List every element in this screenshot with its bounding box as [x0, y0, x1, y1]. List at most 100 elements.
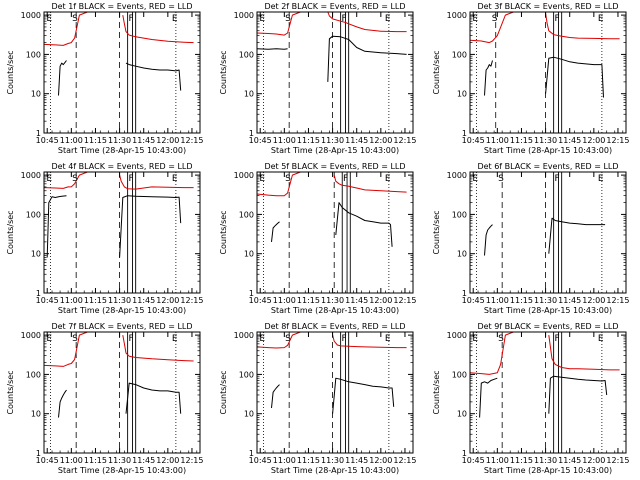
- x-tick-label: 11:00: [486, 296, 509, 305]
- x-tick-label: 11:30: [108, 456, 131, 465]
- lld-line: [470, 332, 543, 375]
- chart-panel: Det 4f BLACK = Events, RED = LLD E S F E 1 10 1…: [6, 162, 203, 315]
- x-tick-label: 11:30: [321, 456, 344, 465]
- x-tick-label: 11:45: [132, 136, 155, 145]
- marker-label: S: [285, 174, 291, 184]
- y-tick-label: 1: [462, 129, 467, 138]
- events-line: [484, 60, 493, 96]
- y-tick-label: 1: [36, 129, 41, 138]
- x-tick-label: 12:00: [156, 296, 179, 305]
- marker-label: E: [385, 174, 391, 184]
- x-tick-label: 11:45: [132, 456, 155, 465]
- x-tick-label: 10:45: [462, 136, 485, 145]
- chart-title: Det 7f BLACK = Events, RED = LLD: [51, 322, 192, 331]
- marker-label: F: [341, 334, 346, 344]
- events-line: [125, 382, 182, 414]
- x-tick-label: 12:00: [582, 456, 605, 465]
- y-tick-label: 100: [239, 370, 254, 379]
- x-tick-label: 11:15: [510, 296, 533, 305]
- y-tick-label: 1000: [447, 171, 467, 180]
- y-tick-label: 10: [244, 410, 254, 419]
- y-axis-label: Counts/sec: [219, 370, 228, 414]
- marker-label: E: [46, 334, 52, 344]
- lld-line: [327, 12, 407, 33]
- x-tick-label: 10:45: [36, 456, 59, 465]
- chart-panel: Det 3f BLACK = Events, RED = LLD E S F E 1 10 1…: [432, 2, 629, 155]
- x-tick-label: 12:00: [582, 136, 605, 145]
- x-tick-label: 11:15: [510, 456, 533, 465]
- y-tick-label: 100: [26, 210, 41, 219]
- plot-area: [44, 12, 194, 133]
- y-axis-label: Counts/sec: [219, 50, 228, 94]
- marker-label: S: [285, 334, 291, 344]
- plot-area: [257, 172, 407, 293]
- lld-line: [257, 332, 330, 349]
- chart-panel: Det 6f BLACK = Events, RED = LLD E S F E 1 10 1…: [432, 162, 629, 315]
- marker-label: E: [46, 174, 52, 184]
- marker-label: S: [498, 174, 504, 184]
- x-tick-label: 12:00: [156, 456, 179, 465]
- y-tick-label: 10: [244, 90, 254, 99]
- x-axis-label: Start Time (28-Apr-15 10:43:00): [484, 146, 612, 155]
- chart-title: Det 1f BLACK = Events, RED = LLD: [51, 2, 192, 11]
- marker-label: F: [343, 174, 348, 184]
- x-tick-label: 11:00: [486, 136, 509, 145]
- marker-label: S: [72, 14, 78, 24]
- plot-area: [470, 12, 620, 133]
- x-tick-label: 11:00: [273, 456, 296, 465]
- events-line: [332, 377, 395, 414]
- x-tick-label: 10:45: [249, 456, 272, 465]
- y-axis-label: Counts/sec: [6, 50, 15, 94]
- marker-label: F: [128, 14, 133, 24]
- plot-frame: [256, 331, 414, 454]
- y-tick-label: 10: [31, 250, 41, 259]
- marker-label: F: [128, 334, 133, 344]
- lld-line: [122, 15, 194, 44]
- plot-frame: [43, 11, 201, 134]
- events-line: [548, 217, 606, 254]
- x-tick-label: 12:15: [393, 136, 416, 145]
- y-tick-label: 10: [31, 410, 41, 419]
- x-tick-label: 11:00: [273, 136, 296, 145]
- x-tick-label: 10:45: [36, 296, 59, 305]
- marker-label: E: [472, 174, 478, 184]
- x-tick-label: 11:00: [60, 456, 83, 465]
- marker-label: F: [128, 174, 133, 184]
- lld-line: [257, 12, 323, 36]
- y-tick-label: 10: [244, 250, 254, 259]
- chart-panel: Det 9f BLACK = Events, RED = LLD E S F E 1 10 1…: [432, 322, 629, 475]
- x-tick-label: 11:30: [534, 296, 557, 305]
- x-tick-label: 12:00: [369, 456, 392, 465]
- x-tick-label: 12:15: [180, 136, 203, 145]
- lld-line: [257, 172, 330, 197]
- x-tick-label: 11:00: [60, 136, 83, 145]
- x-tick-label: 11:45: [345, 136, 368, 145]
- y-tick-label: 1: [36, 449, 41, 458]
- x-tick-label: 10:45: [462, 296, 485, 305]
- x-tick-label: 11:30: [108, 296, 131, 305]
- x-tick-label: 11:45: [558, 136, 581, 145]
- lld-line: [44, 332, 117, 367]
- lld-line: [333, 174, 407, 193]
- x-axis-label: Start Time (28-Apr-15 10:43:00): [58, 466, 186, 475]
- plot-area: [257, 332, 407, 453]
- x-tick-label: 12:00: [156, 136, 179, 145]
- x-tick-label: 12:15: [606, 136, 629, 145]
- y-tick-label: 100: [452, 370, 467, 379]
- marker-label: E: [259, 14, 265, 24]
- marker-label: E: [472, 334, 478, 344]
- x-tick-label: 11:00: [60, 296, 83, 305]
- plot-frame: [43, 331, 201, 454]
- chart-title: Det 6f BLACK = Events, RED = LLD: [477, 162, 618, 171]
- x-tick-label: 12:15: [393, 456, 416, 465]
- plot-frame: [469, 331, 627, 454]
- x-tick-label: 11:15: [84, 296, 107, 305]
- events-line: [271, 384, 280, 409]
- lld-line: [470, 12, 543, 44]
- x-tick-label: 11:45: [345, 456, 368, 465]
- events-line: [484, 224, 493, 256]
- x-tick-label: 11:30: [321, 296, 344, 305]
- y-tick-label: 1000: [234, 331, 254, 340]
- y-tick-label: 10: [457, 410, 467, 419]
- x-tick-label: 11:15: [510, 136, 533, 145]
